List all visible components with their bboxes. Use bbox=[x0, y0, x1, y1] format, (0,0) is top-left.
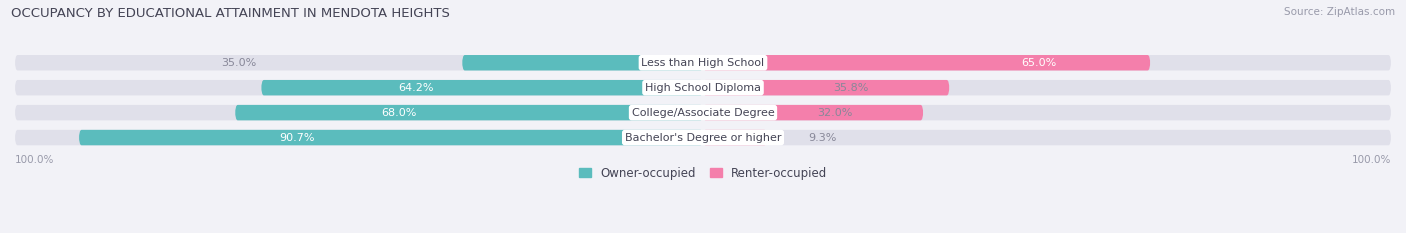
FancyBboxPatch shape bbox=[79, 130, 703, 145]
Text: College/Associate Degree: College/Associate Degree bbox=[631, 108, 775, 118]
Text: 64.2%: 64.2% bbox=[398, 83, 433, 93]
FancyBboxPatch shape bbox=[703, 80, 949, 96]
Text: 65.0%: 65.0% bbox=[1021, 58, 1056, 68]
Text: 90.7%: 90.7% bbox=[280, 133, 315, 143]
Text: 100.0%: 100.0% bbox=[1351, 154, 1391, 164]
FancyBboxPatch shape bbox=[463, 55, 703, 70]
Text: Bachelor's Degree or higher: Bachelor's Degree or higher bbox=[624, 133, 782, 143]
Text: 100.0%: 100.0% bbox=[15, 154, 55, 164]
FancyBboxPatch shape bbox=[703, 105, 924, 120]
FancyBboxPatch shape bbox=[15, 105, 1391, 120]
FancyBboxPatch shape bbox=[262, 80, 703, 96]
FancyBboxPatch shape bbox=[15, 130, 1391, 145]
FancyBboxPatch shape bbox=[15, 80, 1391, 96]
Text: OCCUPANCY BY EDUCATIONAL ATTAINMENT IN MENDOTA HEIGHTS: OCCUPANCY BY EDUCATIONAL ATTAINMENT IN M… bbox=[11, 7, 450, 20]
Text: 9.3%: 9.3% bbox=[808, 133, 837, 143]
Text: 68.0%: 68.0% bbox=[381, 108, 416, 118]
Text: 35.0%: 35.0% bbox=[221, 58, 256, 68]
FancyBboxPatch shape bbox=[703, 55, 1150, 70]
FancyBboxPatch shape bbox=[235, 105, 703, 120]
FancyBboxPatch shape bbox=[703, 130, 768, 145]
Text: High School Diploma: High School Diploma bbox=[645, 83, 761, 93]
FancyBboxPatch shape bbox=[15, 55, 1391, 70]
Legend: Owner-occupied, Renter-occupied: Owner-occupied, Renter-occupied bbox=[579, 167, 827, 180]
Text: 35.8%: 35.8% bbox=[834, 83, 869, 93]
Text: 32.0%: 32.0% bbox=[817, 108, 853, 118]
Text: Less than High School: Less than High School bbox=[641, 58, 765, 68]
Text: Source: ZipAtlas.com: Source: ZipAtlas.com bbox=[1284, 7, 1395, 17]
